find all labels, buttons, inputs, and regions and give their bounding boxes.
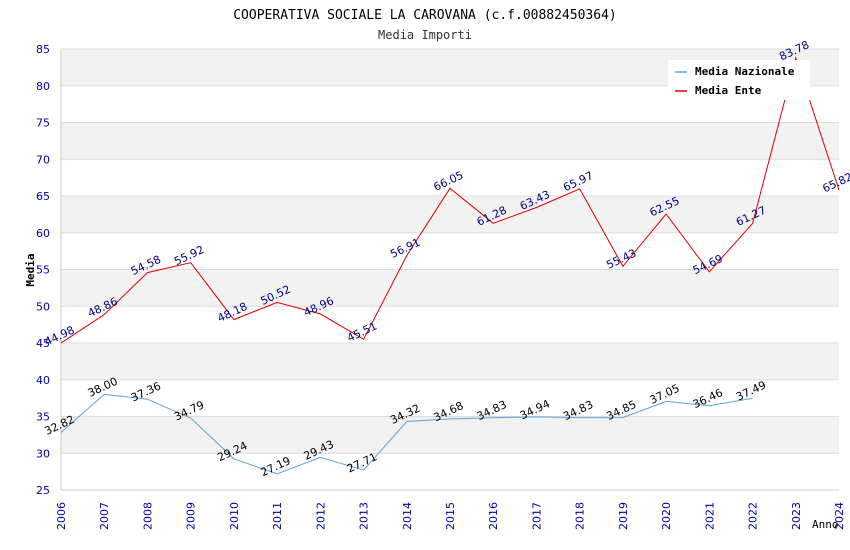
legend-label-media-nazionale: Media Nazionale	[695, 65, 795, 78]
y-tick-label: 70	[36, 153, 50, 166]
x-tick-label: 2021	[703, 502, 716, 530]
data-label: 27.71	[345, 450, 379, 475]
chart-title: COOPERATIVA SOCIALE LA CAROVANA (c.f.008…	[233, 8, 617, 23]
x-tick-label: 2006	[55, 502, 68, 530]
y-tick-label: 35	[36, 411, 50, 424]
x-tick-label: 2015	[444, 502, 457, 530]
x-axis-tick-labels: 2006 2007 2008 2009 2010 2011 2012 2013 2014 2015…	[55, 502, 846, 530]
legend: Media Nazionale Media Ente	[668, 60, 810, 100]
grid-band	[61, 122, 839, 160]
x-tick-label: 2018	[574, 502, 587, 530]
legend-label-media-ente: Media Ente	[695, 84, 762, 97]
x-tick-label: 2022	[747, 502, 760, 530]
data-label: 65.97	[561, 169, 595, 194]
data-label: 55.43	[604, 247, 638, 272]
data-label: 37.36	[129, 379, 163, 404]
y-tick-label: 25	[36, 484, 50, 497]
x-tick-label: 2024	[833, 502, 846, 530]
y-tick-label: 80	[36, 80, 50, 93]
grid-lines	[60, 48, 839, 491]
y-tick-label: 40	[36, 374, 50, 387]
y-tick-label: 50	[36, 300, 50, 313]
grid-band	[61, 343, 839, 380]
x-tick-label: 2014	[401, 502, 414, 530]
grid-band	[61, 269, 839, 307]
data-label: 65.82	[820, 170, 850, 195]
y-tick-label: 45	[36, 337, 50, 350]
grid-band	[61, 416, 839, 454]
data-label: 45.51	[345, 320, 379, 345]
data-label: 55.92	[172, 243, 206, 268]
y-tick-label: 55	[36, 264, 50, 277]
chart-subtitle: Media Importi	[378, 28, 472, 42]
x-tick-label: 2019	[617, 502, 630, 530]
x-tick-label: 2017	[530, 502, 543, 530]
x-tick-label: 2008	[141, 502, 154, 530]
y-tick-label: 85	[36, 43, 50, 56]
y-tick-label: 65	[36, 190, 50, 203]
x-tick-label: 2016	[487, 502, 500, 530]
x-tick-label: 2007	[98, 502, 111, 530]
data-label: 36.46	[691, 386, 725, 411]
x-tick-label: 2009	[185, 502, 198, 530]
legend-background	[668, 60, 810, 100]
x-tick-label: 2010	[228, 502, 241, 530]
grid-band	[61, 196, 839, 233]
y-tick-label: 60	[36, 227, 50, 240]
grid-bands	[61, 49, 839, 454]
x-tick-label: 2020	[660, 502, 673, 530]
y-tick-label: 75	[36, 117, 50, 130]
x-tick-label: 2023	[790, 502, 803, 530]
y-axis-tick-labels: 25 30 35 40 45 50 55 60 65 70 75 80 85	[36, 43, 50, 497]
x-tick-label: 2011	[271, 502, 284, 530]
data-label: 37.05	[648, 382, 682, 407]
series-lines	[60, 56, 840, 475]
data-label: 27.19	[259, 454, 293, 479]
x-tick-label: 2013	[358, 502, 371, 530]
y-tick-label: 30	[36, 447, 50, 460]
series-line-media-ente	[60, 56, 840, 344]
y-axis-label: Media	[24, 253, 37, 286]
data-label: 56.91	[388, 236, 422, 261]
x-tick-label: 2012	[314, 502, 327, 530]
x-axis-label: Anno	[812, 518, 839, 531]
data-label: 37.49	[734, 378, 768, 403]
series-line-media-nazionale	[60, 393, 753, 475]
